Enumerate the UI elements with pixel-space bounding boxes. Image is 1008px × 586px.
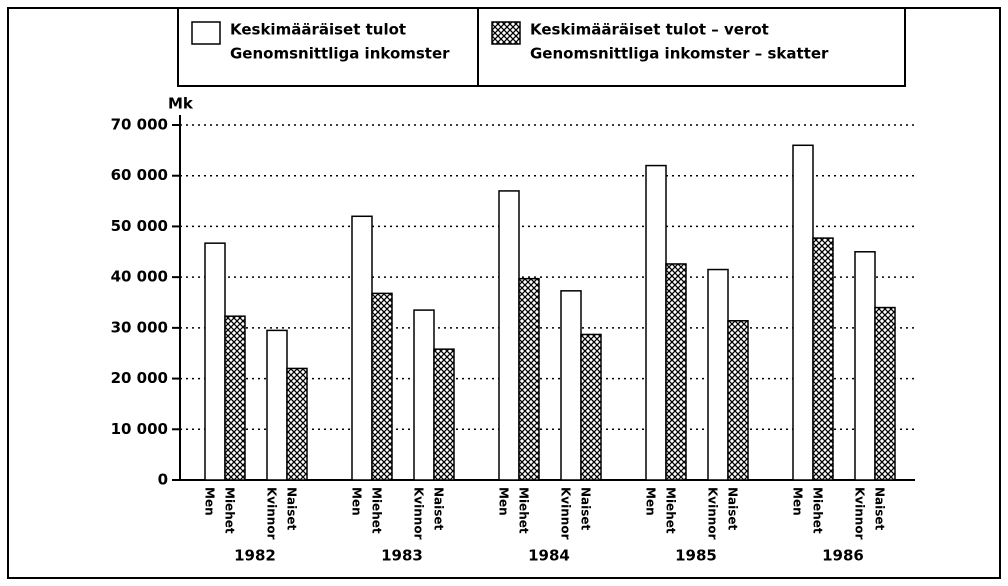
- legend-box: [477, 7, 906, 87]
- subgroup-label: Miehet: [664, 487, 678, 534]
- subgroup-label: Miehet: [811, 487, 825, 534]
- subgroup-label: Naiset: [579, 487, 593, 531]
- bar: [580, 333, 602, 481]
- bar: [645, 164, 667, 481]
- y-axis-label: Mk: [168, 95, 194, 113]
- subgroup-label: Miehet: [370, 487, 384, 534]
- subgroup-label: Miehet: [517, 487, 531, 534]
- bar: [560, 290, 582, 481]
- subgroup-label: Kvinnor: [265, 487, 279, 540]
- subgroup-label: Kvinnor: [853, 487, 867, 540]
- subgroup-label: Naiset: [873, 487, 887, 531]
- bar: [792, 144, 814, 481]
- group-label: 1983: [381, 547, 423, 565]
- bar: [224, 315, 246, 481]
- bar: [351, 215, 373, 481]
- y-tick-label: 30 000: [111, 318, 168, 336]
- legend-label: Genomsnittliga inkomster – skatter: [530, 45, 829, 63]
- y-tick-label: 10 000: [111, 420, 168, 438]
- subgroup-label: Naiset: [432, 487, 446, 531]
- bar: [286, 367, 308, 481]
- legend-swatch: [191, 21, 221, 45]
- legend-label: Keskimääräiset tulot: [230, 21, 406, 39]
- bar: [413, 309, 435, 481]
- bar: [665, 263, 687, 481]
- subgroup-label: Men: [791, 487, 805, 516]
- legend-swatch: [491, 21, 521, 45]
- group-label: 1982: [234, 547, 276, 565]
- subgroup-label: Kvinnor: [559, 487, 573, 540]
- bar: [707, 268, 729, 481]
- bar: [727, 320, 749, 481]
- y-tick-label: 0: [158, 471, 168, 489]
- group-label: 1984: [528, 547, 570, 565]
- subgroup-label: Kvinnor: [412, 487, 426, 540]
- bar: [371, 292, 393, 481]
- group-label: 1985: [675, 547, 717, 565]
- bar: [518, 277, 540, 481]
- subgroup-label: Naiset: [726, 487, 740, 531]
- y-tick-label: 60 000: [111, 166, 168, 184]
- bar: [433, 348, 455, 481]
- subgroup-label: Men: [350, 487, 364, 516]
- bar: [266, 329, 288, 481]
- bar: [498, 190, 520, 481]
- legend-label: Genomsnittliga inkomster: [230, 45, 450, 63]
- y-tick-label: 20 000: [111, 369, 168, 387]
- y-tick-label: 50 000: [111, 217, 168, 235]
- bar: [874, 306, 896, 481]
- subgroup-label: Miehet: [223, 487, 237, 534]
- subgroup-label: Men: [203, 487, 217, 516]
- subgroup-label: Kvinnor: [706, 487, 720, 540]
- bar: [812, 237, 834, 481]
- y-tick-label: 70 000: [111, 116, 168, 134]
- subgroup-label: Men: [644, 487, 658, 516]
- subgroup-label: Naiset: [285, 487, 299, 531]
- subgroup-label: Men: [497, 487, 511, 516]
- bar: [854, 251, 876, 481]
- y-tick-label: 40 000: [111, 268, 168, 286]
- bar: [204, 242, 226, 481]
- group-label: 1986: [822, 547, 864, 565]
- legend-label: Keskimääräiset tulot – verot: [530, 21, 769, 39]
